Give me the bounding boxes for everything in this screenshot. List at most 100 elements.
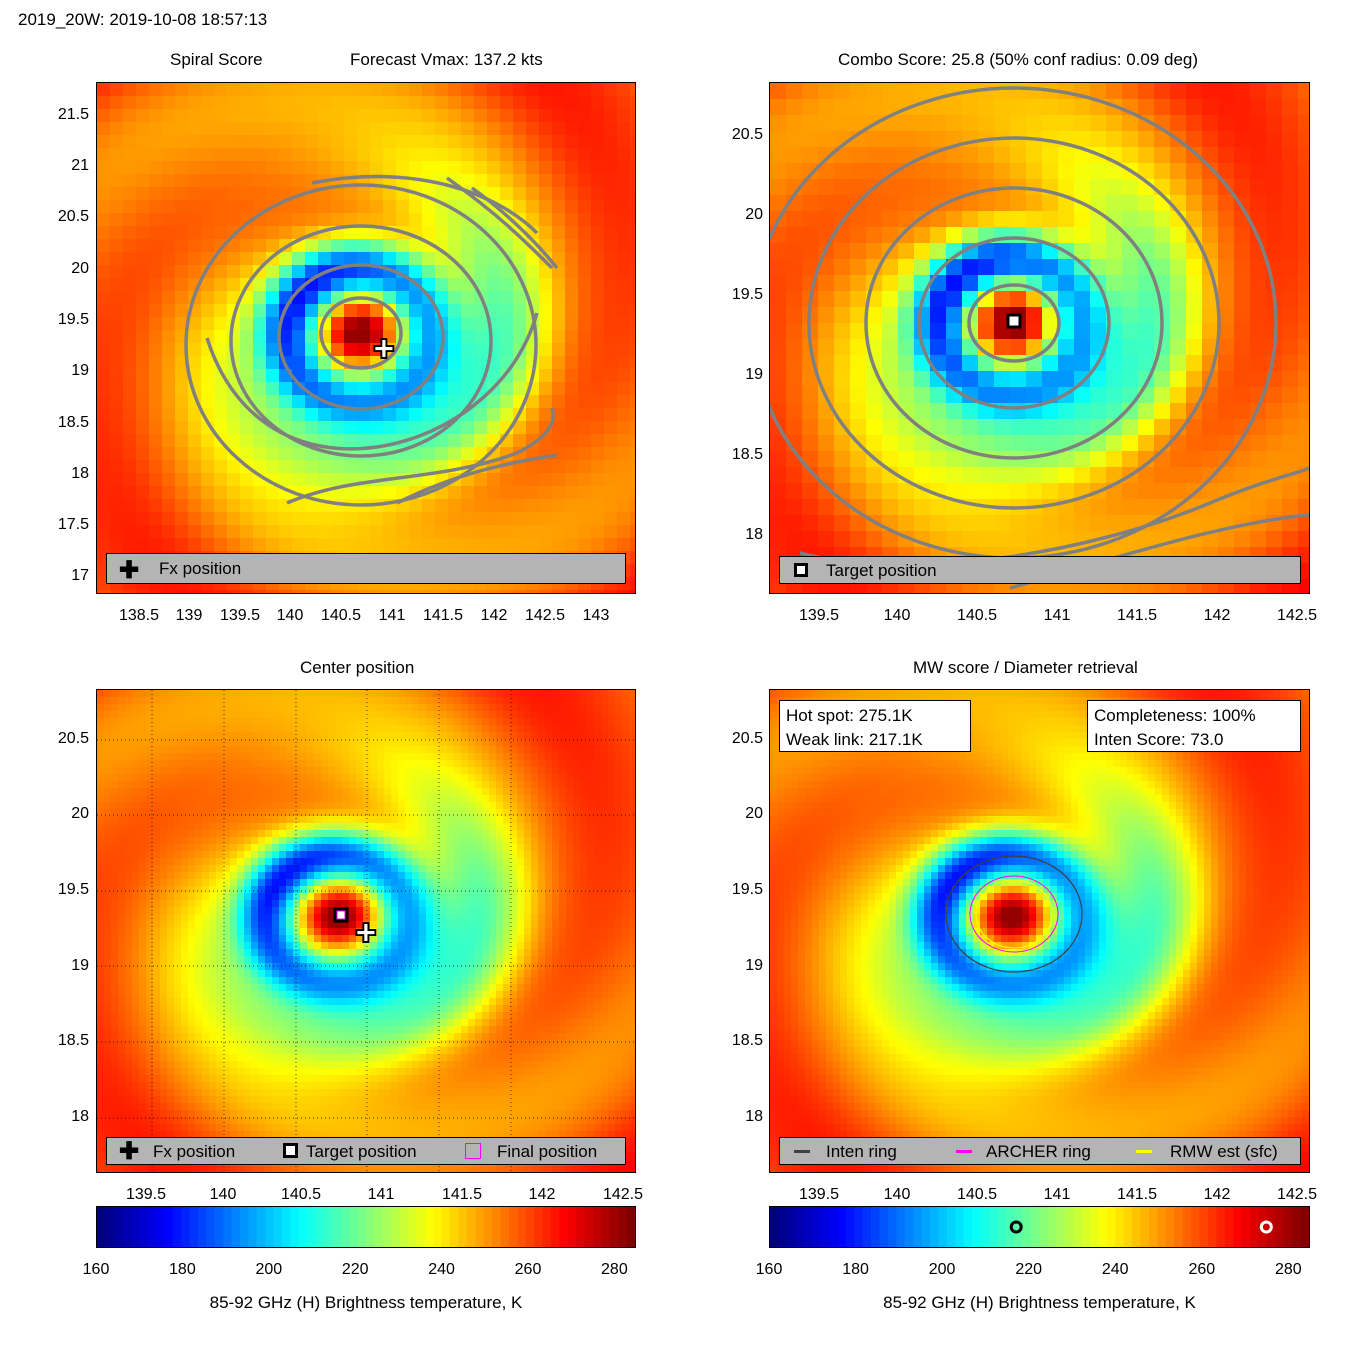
weak-link-text: Weak link: 217.1K [786,730,923,749]
spiral-score-map: ✚ [97,83,635,593]
colorbar-left-tick: 220 [341,1261,369,1278]
lat-lon-grid [97,690,635,1172]
spiral-legend-fx: Fx position [159,559,242,578]
rings [945,855,1083,973]
center-xtick: 140 [209,1186,237,1203]
weak-link-marker [1009,1220,1023,1234]
spiral-arm [470,186,559,270]
target-position-marker [333,907,349,923]
center-xtick: 141 [367,1186,395,1203]
combo-xtick: 139.5 [798,607,840,624]
combo-legend: Target position [779,556,1301,584]
center-legend-target: Target position [306,1142,417,1161]
center-legend-final: Final position [497,1142,598,1161]
mw-xtick: 141 [1043,1186,1071,1203]
colorbar-right [769,1206,1310,1248]
spiral-arm [205,312,539,451]
combo-xtick: 142 [1203,607,1231,624]
spiral-arm [445,176,554,270]
tb-field [97,83,635,593]
fx-plus-icon: ✚ [119,557,140,584]
mw-info-right: Completeness: 100% Inten Score: 73.0 [1087,700,1301,752]
combo-ytick: 19 [745,366,763,383]
target-square-icon [283,1143,298,1158]
mw-legend: Inten ring ARCHER ring RMW est (sfc) [779,1137,1301,1165]
mw-ytick: 18 [745,1108,763,1125]
spiral-xtick: 142.5 [524,607,566,624]
mw-xtick: 139.5 [798,1186,840,1203]
combo-ytick: 19.5 [731,286,763,303]
colorbar-left-tick: 240 [428,1261,455,1278]
final-square-icon [465,1143,481,1159]
spiral-score-plot: ✚ ✚ Fx position [96,82,636,594]
mw-xtick: 141.5 [1116,1186,1158,1203]
colorbar-right-tick: 160 [755,1261,783,1278]
inten-ring [945,855,1083,973]
center-xtick: 139.5 [125,1186,167,1203]
center-legend-fx: Fx position [153,1142,236,1161]
colorbar-right-tick: 220 [1015,1261,1043,1278]
spiral-arm [396,453,558,505]
inten-ring-swatch [794,1150,810,1153]
mw-xtick: 142 [1203,1186,1231,1203]
combo-ytick: 18.5 [731,446,763,463]
combo-score-map [770,83,1309,593]
colorbar-left-label: 85-92 GHz (H) Brightness temperature, K [209,1293,523,1312]
spiral-xtick: 139 [175,607,203,624]
colorbar-right-tick: 200 [928,1261,956,1278]
colorbar-left-tick: 260 [514,1261,542,1278]
combo-ytick: 20.5 [731,126,763,143]
center-ytick: 19.5 [57,881,89,898]
spiral-ytick: 19.5 [57,311,89,328]
mw-score-plot: Hot spot: 275.1K Weak link: 217.1K Compl… [769,689,1310,1173]
spiral-xtick: 140 [276,607,304,624]
fx-plus-icon: ✚ [119,1138,140,1165]
spiral-arm [311,175,539,235]
mw-ytick: 20.5 [731,730,763,747]
mw-ytick: 18.5 [731,1032,763,1049]
rmw-ring [975,879,1053,949]
spiral-ytick: 18.5 [57,414,89,431]
colorbar-left-tick: 200 [255,1261,283,1278]
colorbar-right-tick: 260 [1188,1261,1216,1278]
colorbar-left-tick: 280 [601,1261,628,1278]
spiral-ytick: 21.5 [57,106,89,123]
spiral-ytick: 20.5 [57,208,89,225]
center-xtick: 140.5 [280,1186,322,1203]
combo-score-plot: Target position [769,82,1310,594]
colorbar-left [96,1206,636,1248]
spiral-xtick: 138.5 [118,607,160,624]
center-position-plot: ✚ ✚ Fx position Target position Final po… [96,689,636,1173]
colorbar-right-tick: 280 [1275,1261,1302,1278]
mw-score-map [770,690,1309,1172]
spiral-xtick: 141 [378,607,406,624]
rmw-ring-swatch [1136,1150,1152,1153]
combo-xtick: 140 [883,607,911,624]
target-position-marker [1006,313,1022,329]
spiral-ytick: 18 [71,465,89,482]
mw-ytick: 20 [745,805,763,822]
mw-title: MW score / Diameter retrieval [913,658,1138,677]
inten-score-text: Inten Score: 73.0 [1094,730,1224,749]
combo-xtick: 141.5 [1116,607,1158,624]
spiral-arm [286,407,555,505]
center-ytick: 20.5 [57,730,89,747]
archer-ring [969,875,1059,953]
spiral-contours [184,175,559,507]
colorbar-left-tick: 180 [169,1261,196,1278]
center-xtick: 142 [528,1186,556,1203]
fx-position-marker: ✚ [373,334,395,364]
fx-position-marker: ✚ [355,918,377,948]
center-xtick: 141.5 [441,1186,483,1203]
center-title: Center position [300,658,415,677]
tb-field [770,83,1309,593]
target-square-icon [794,563,808,577]
archer-ring-swatch [956,1150,972,1153]
combo-xtick: 140.5 [956,607,998,624]
spiral-title: Spiral Score [170,50,263,69]
combo-xtick: 141 [1043,607,1071,624]
spiral-ytick: 20 [71,260,89,277]
hot-spot-marker [1259,1220,1273,1234]
center-position-map: ✚ [97,690,635,1172]
spiral-legend: ✚ Fx position [106,553,626,584]
